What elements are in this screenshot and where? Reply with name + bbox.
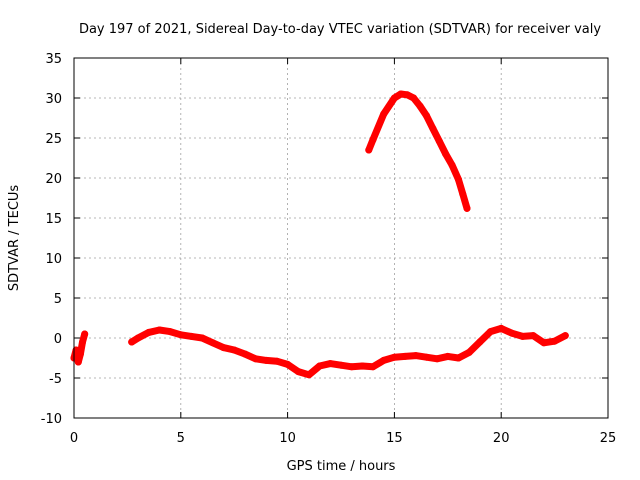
data-point: [145, 328, 153, 336]
data-point: [401, 352, 409, 360]
data-point: [442, 150, 450, 158]
data-point: [198, 334, 206, 342]
data-point: [476, 338, 484, 346]
x-tick-label: 10: [279, 431, 296, 446]
y-axis: -10 -5 0 5 10 15 20 25 30 35: [41, 52, 608, 427]
data-point: [416, 102, 424, 110]
data-point: [230, 346, 238, 354]
data-point: [459, 190, 467, 198]
data-point: [209, 339, 217, 347]
data-point: [81, 330, 89, 338]
data-point: [551, 337, 559, 345]
data-point: [444, 352, 452, 360]
data-point: [465, 348, 473, 356]
series-line: [365, 90, 471, 212]
plot-frame: [73, 57, 609, 419]
y-tick-label: -5: [49, 372, 62, 387]
data-point: [337, 361, 345, 369]
data-point: [134, 334, 142, 342]
data-point: [348, 363, 356, 371]
data-point: [187, 332, 195, 340]
data-point: [390, 353, 398, 361]
data-point: [369, 136, 377, 144]
data-point: [433, 355, 441, 363]
data-point: [380, 356, 388, 364]
data-point: [463, 204, 471, 212]
data-point: [79, 338, 87, 346]
data-point: [252, 355, 260, 363]
data-point: [358, 362, 366, 370]
data-point: [429, 124, 437, 132]
y-axis-label: SDTVAR / TECUs: [7, 185, 22, 292]
chart-title: Day 197 of 2021, Sidereal Day-to-day VTE…: [79, 22, 601, 37]
x-tick-label: 5: [177, 431, 185, 446]
y-tick-label: 5: [54, 292, 62, 307]
x-tick-label: 0: [70, 431, 78, 446]
x-axis-label: GPS time / hours: [287, 459, 396, 474]
x-tick-label: 25: [600, 431, 617, 446]
data-point: [487, 328, 495, 336]
data-point: [284, 360, 292, 368]
data-point: [365, 146, 373, 154]
data-point: [448, 161, 456, 169]
x-tick-label: 20: [493, 431, 510, 446]
data-point: [369, 363, 377, 371]
data-point: [497, 324, 505, 332]
data-point: [422, 353, 430, 361]
y-tick-label: 35: [45, 52, 62, 67]
y-tick-label: 15: [45, 212, 62, 227]
data-point: [403, 91, 411, 99]
x-axis: 0 5 10 15 20 25: [70, 58, 616, 446]
data-point: [262, 356, 270, 364]
data-point: [316, 362, 324, 370]
data-point: [380, 110, 388, 118]
data-point: [166, 328, 174, 336]
x-tick-label: 15: [386, 431, 403, 446]
data-point: [540, 339, 548, 347]
data-point: [305, 371, 313, 379]
data-point: [390, 94, 398, 102]
data-point: [326, 360, 334, 368]
data-point: [454, 354, 462, 362]
data-point: [241, 350, 249, 358]
data-point: [76, 350, 84, 358]
data-point: [155, 326, 163, 334]
data-point: [412, 352, 420, 360]
data-point: [454, 176, 462, 184]
data-point: [128, 338, 136, 346]
data-point: [410, 94, 418, 102]
y-tick-label: 30: [45, 92, 62, 107]
data-point: [561, 332, 569, 340]
y-tick-label: 10: [45, 252, 62, 267]
data-point: [273, 357, 281, 365]
data-point: [529, 332, 537, 340]
data-point: [220, 344, 228, 352]
data-point: [397, 90, 405, 98]
data-point: [74, 358, 82, 366]
y-tick-label: 25: [45, 132, 62, 147]
data-point: [435, 137, 443, 145]
data-point: [294, 368, 302, 376]
y-tick-label: -10: [41, 412, 62, 427]
data-point: [508, 329, 516, 337]
y-tick-label: 0: [54, 332, 62, 347]
data-point: [177, 331, 185, 339]
data-point: [519, 332, 527, 340]
y-tick-label: 20: [45, 172, 62, 187]
data-point: [422, 112, 430, 120]
data-series: [70, 90, 569, 379]
